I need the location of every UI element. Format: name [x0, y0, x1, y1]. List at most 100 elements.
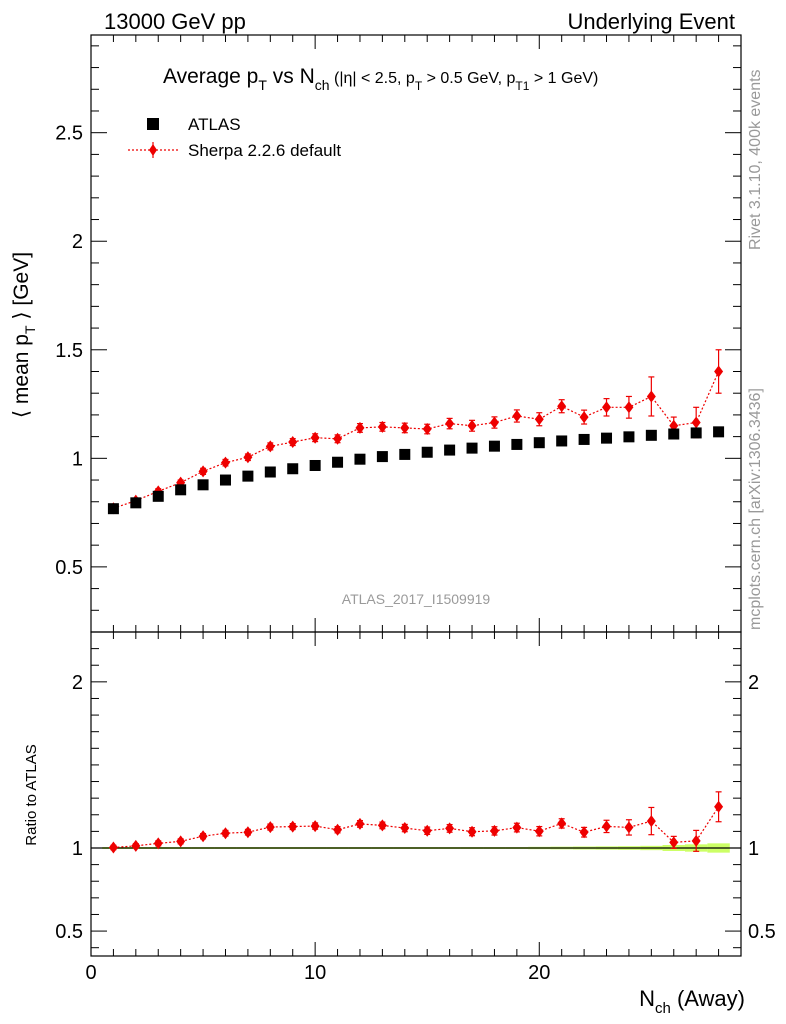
x-tick-label: 20	[528, 962, 550, 984]
title-cuts-b: > 0.5 GeV, p	[422, 70, 515, 87]
ratio-plot-frame	[90, 631, 742, 957]
ratio-data-layer	[108, 791, 724, 854]
atlas-point	[197, 479, 209, 491]
legend-sherpa-label: Sherpa 2.2.6 default	[188, 141, 341, 160]
atlas-point	[219, 474, 231, 486]
sherpa-series-line	[113, 371, 720, 509]
sherpa-point	[646, 390, 656, 403]
ylabel-post: ⟩ [GeV]	[10, 252, 33, 326]
sherpa-point	[355, 421, 365, 434]
ylabel-pre: ⟨ mean p	[10, 334, 33, 418]
title-mid: vs N	[267, 65, 315, 88]
atlas-point	[668, 428, 680, 440]
title-cuts-sub-t: T	[415, 79, 423, 93]
main-panel: 0.511.522.5 Average pT vs Nch (|η| < 2.5…	[10, 34, 742, 633]
ratio-point	[220, 827, 230, 840]
atlas-point	[421, 446, 433, 458]
legend-atlas-label: ATLAS	[188, 115, 241, 134]
title-sub-ch: ch	[315, 77, 330, 93]
ratio-point	[400, 822, 410, 835]
xlabel-sub: ch	[655, 1000, 671, 1017]
x-tick-label: 0	[85, 962, 96, 984]
ratio-y-tick-label-right: 1	[748, 838, 759, 860]
title-sub-t: T	[258, 77, 267, 93]
sherpa-point	[512, 409, 522, 422]
sherpa-point	[220, 456, 230, 469]
plot-title: Average pT vs Nch (|η| < 2.5, pT > 0.5 G…	[163, 65, 598, 93]
ratio-point	[445, 822, 455, 835]
rivet-label: Rivet 3.1.10, 400k events	[747, 69, 764, 250]
main-y-tick-label: 0.5	[55, 557, 83, 579]
atlas-point	[287, 463, 299, 475]
ratio-axis-ticks	[90, 631, 742, 956]
main-axis-ticks	[90, 35, 742, 632]
ratio-point	[265, 821, 275, 834]
ratio-point	[288, 820, 298, 833]
atlas-point	[309, 459, 321, 471]
ylabel-sub: T	[22, 325, 38, 334]
ratio-y-tick-label: 2	[72, 672, 83, 694]
sherpa-point	[400, 421, 410, 434]
title-cuts-sub-t1: T1	[515, 79, 529, 93]
ratio-point	[108, 841, 118, 854]
sherpa-point	[377, 420, 387, 433]
atlas-point	[556, 435, 568, 447]
atlas-point	[107, 503, 119, 515]
main-y-tick-label: 2	[72, 231, 83, 253]
sherpa-point	[691, 416, 701, 429]
xlabel-post: (Away)	[671, 986, 745, 1011]
sherpa-point	[333, 432, 343, 445]
ratio-y-tick-label-right: 2	[748, 672, 759, 694]
ratio-point	[467, 825, 477, 838]
ratio-point	[646, 815, 656, 828]
ratio-point	[489, 824, 499, 837]
ratio-point	[557, 817, 567, 830]
analysis-watermark: ATLAS_2017_I1509919	[342, 591, 491, 607]
ratio-point	[355, 817, 365, 830]
sherpa-point	[534, 413, 544, 426]
atlas-point	[601, 432, 613, 444]
ratio-y-tick-label: 0.5	[55, 921, 83, 943]
title-cuts-c: > 1 GeV)	[529, 70, 598, 87]
sherpa-point	[422, 423, 432, 436]
sherpa-point	[198, 465, 208, 478]
atlas-point	[376, 451, 388, 463]
ratio-point	[579, 826, 589, 839]
mcplots-label: mcplots.cern.ch [arXiv:1306.3436]	[747, 388, 764, 630]
xlabel-pre: N	[639, 986, 655, 1011]
sherpa-point	[243, 451, 253, 464]
sherpa-point	[445, 417, 455, 430]
main-y-axis-label: ⟨ mean pT ⟩ [GeV]	[10, 252, 38, 418]
main-y-tick-label: 1	[72, 448, 83, 470]
atlas-point	[488, 440, 500, 452]
ratio-point	[176, 835, 186, 848]
ratio-y-tick-label: 1	[72, 838, 83, 860]
sherpa-point	[624, 401, 634, 414]
header-left: 13000 GeV pp	[104, 9, 246, 34]
atlas-point	[713, 426, 725, 438]
atlas-point	[533, 437, 545, 449]
ratio-point	[153, 837, 163, 850]
x-tick-label: 10	[304, 962, 326, 984]
ratio-point	[310, 820, 320, 833]
sherpa-point	[288, 436, 298, 449]
ratio-point	[714, 800, 724, 813]
header-right: Underlying Event	[567, 9, 735, 34]
ratio-y-axis-label: Ratio to ATLAS	[23, 744, 40, 845]
ratio-y-tick-label-right: 0.5	[748, 921, 776, 943]
legend-atlas-marker	[147, 118, 159, 130]
title-main: Average p	[163, 65, 258, 88]
x-axis-label: Nch (Away)	[639, 986, 745, 1017]
ratio-point	[534, 825, 544, 838]
sherpa-point	[265, 440, 275, 453]
atlas-point	[264, 466, 276, 478]
atlas-point	[152, 490, 164, 502]
atlas-point	[511, 438, 523, 450]
sherpa-point	[310, 431, 320, 444]
atlas-point	[578, 433, 590, 445]
ratio-point	[602, 820, 612, 833]
ratio-point	[422, 824, 432, 837]
ratio-y-tick-labels: 0.5 0.5 1 1 2 2	[55, 672, 776, 943]
ratio-point	[669, 836, 679, 849]
